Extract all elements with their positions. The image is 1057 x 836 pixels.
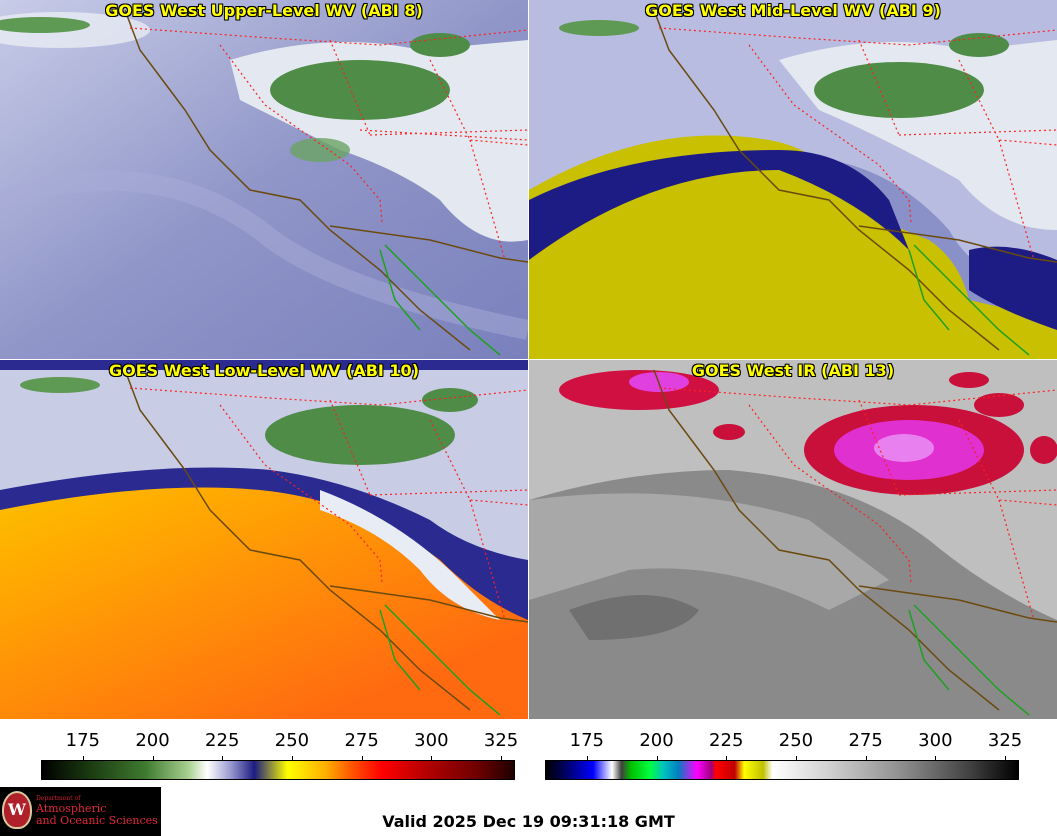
valid-time: Valid 2025 Dec 19 09:31:18 GMT: [382, 812, 675, 831]
wv-colorbar: 175 200 225 250 275 300 325: [41, 726, 519, 786]
uw-seal-icon: W: [2, 791, 32, 829]
panel-title-ir: GOES West IR (ABI 13): [691, 361, 895, 380]
panel-title-mid-wv: GOES West Mid-Level WV (ABI 9): [645, 1, 941, 20]
panel-title-upper-wv: GOES West Upper-Level WV (ABI 8): [105, 1, 423, 20]
wv-colorbar-ticks: 175 200 225 250 275 300 325: [41, 730, 519, 764]
logo-dept-text: Department of: [36, 795, 81, 802]
ir-colorbar-ticks: 175 200 225 250 275 300 325: [545, 730, 1023, 764]
ir-colorbar-gradient: [545, 760, 1019, 780]
upper-level-wv-panel: GOES West Upper-Level WV (ABI 8): [0, 0, 528, 359]
low-level-wv-image: [0, 360, 528, 719]
low-level-wv-panel: GOES West Low-Level WV (ABI 10): [0, 360, 528, 719]
colorbar-tick-label: 200: [639, 730, 674, 751]
colorbar-tick-label: 175: [65, 730, 100, 751]
upper-level-wv-image: [0, 0, 528, 359]
colorbar-tick-label: 300: [414, 730, 449, 751]
colorbar-tick-label: 175: [569, 730, 604, 751]
wv-colorbar-gradient: [41, 760, 515, 780]
colorbar-tick-label: 325: [987, 730, 1023, 751]
colorbar-tick-label: 250: [778, 730, 814, 751]
logo-name-line2: and Oceanic Sciences: [36, 814, 158, 827]
colorbar-tick-label: 225: [709, 730, 744, 751]
colorbar-tick-label: 250: [274, 730, 310, 751]
mid-level-wv-image: [529, 0, 1057, 359]
colorbar-tick-label: 200: [135, 730, 170, 751]
logo-name-line1: Atmospheric: [36, 802, 107, 815]
mid-level-wv-panel: GOES West Mid-Level WV (ABI 9): [529, 0, 1057, 359]
colorbar-tick-label: 275: [848, 730, 883, 751]
colorbar-tick-label: 300: [918, 730, 953, 751]
colorbar-tick-label: 225: [205, 730, 240, 751]
panel-title-low-wv: GOES West Low-Level WV (ABI 10): [108, 361, 419, 380]
uw-aos-logo: W Department of Atmospheric and Oceanic …: [0, 787, 161, 836]
ir-image: [529, 360, 1057, 719]
ir-panel: GOES West IR (ABI 13): [529, 360, 1057, 719]
colorbar-tick-label: 325: [483, 730, 519, 751]
ir-colorbar: 175 200 225 250 275 300 325: [545, 726, 1023, 786]
colorbar-tick-label: 275: [344, 730, 379, 751]
